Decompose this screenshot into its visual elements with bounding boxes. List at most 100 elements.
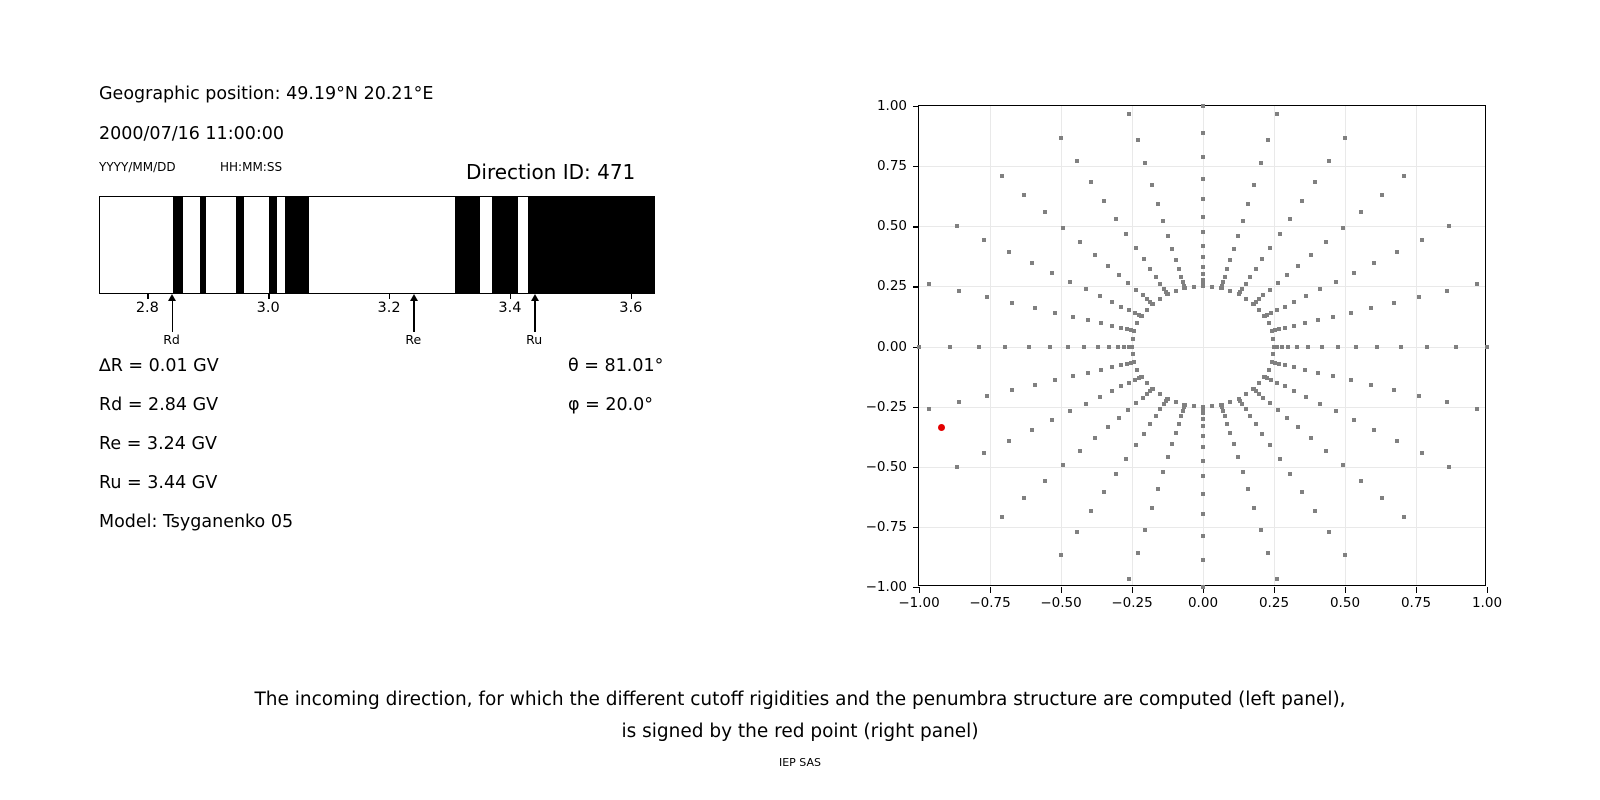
direction-point — [1201, 433, 1205, 438]
direction-point — [1157, 296, 1162, 301]
marker-label: Rd — [163, 332, 180, 347]
direction-point — [1095, 344, 1100, 349]
direction-point — [1201, 214, 1205, 219]
direction-point — [1270, 360, 1275, 365]
y-tick — [913, 166, 919, 168]
direction-point — [1138, 314, 1143, 319]
direction-point — [1148, 388, 1153, 393]
direction-point — [1257, 307, 1262, 312]
direction-point — [1133, 443, 1138, 448]
direction-point — [1261, 293, 1266, 298]
direction-point — [1170, 441, 1175, 446]
direction-point — [1331, 374, 1336, 379]
direction-point — [1335, 344, 1340, 349]
direction-point — [1201, 176, 1205, 181]
direction-point — [1266, 367, 1271, 372]
direction-point — [1042, 210, 1047, 215]
x-tick-label: −0.25 — [1111, 595, 1153, 611]
direction-point — [1277, 456, 1282, 461]
y-tick-label: 0.00 — [876, 338, 907, 355]
gridline-horizontal — [919, 526, 1485, 528]
direction-point — [1324, 240, 1329, 245]
direction-point — [1113, 216, 1118, 221]
direction-point — [1144, 381, 1149, 386]
direction-point — [1256, 297, 1261, 302]
x-tick-label: −0.50 — [1040, 595, 1082, 611]
y-tick-label: −0.50 — [865, 458, 907, 475]
x-tick-label: 0.50 — [1329, 595, 1361, 611]
direction-point — [1283, 363, 1288, 368]
marker-shaft — [413, 298, 415, 332]
direction-point — [1302, 321, 1307, 326]
direction-point — [1140, 293, 1145, 298]
direction-point — [1359, 478, 1364, 483]
direction-point — [1243, 281, 1248, 286]
direction-point — [1446, 224, 1451, 229]
direction-point — [1068, 409, 1073, 414]
direction-point — [1240, 469, 1245, 474]
direction-point — [1379, 193, 1384, 198]
direction-point — [1086, 370, 1091, 375]
direction-point — [1272, 360, 1277, 365]
direction-point — [1124, 361, 1129, 366]
marker-shaft — [171, 298, 173, 332]
direction-point — [1119, 304, 1124, 309]
direction-point — [1059, 136, 1063, 141]
direction-point — [926, 282, 931, 287]
direction-point — [1059, 552, 1063, 557]
arrow-up-icon — [530, 294, 539, 301]
gridline-horizontal — [919, 166, 1485, 168]
direction-point — [1446, 464, 1451, 469]
direction-point — [1105, 425, 1110, 430]
direction-point — [1181, 405, 1186, 410]
direction-point — [1351, 418, 1356, 423]
x-tick — [1274, 587, 1276, 593]
direction-point — [1201, 512, 1205, 517]
direction-point — [1349, 378, 1354, 383]
direction-point — [1392, 387, 1397, 392]
direction-map-panel: −1.00 −0.75 −0.50 −0.25 0.00 0.25 0.50 0.75 1.00… — [865, 98, 1502, 611]
direction-point — [1000, 174, 1005, 179]
direction-point — [1228, 430, 1233, 435]
direction-point — [1201, 534, 1205, 539]
direction-point — [1074, 159, 1079, 164]
penumbra-band — [284, 197, 310, 293]
direction-point — [1158, 281, 1163, 286]
direction-point — [1292, 365, 1297, 370]
direction-point — [1256, 391, 1261, 396]
direction-point — [1244, 296, 1249, 301]
direction-point — [1161, 402, 1166, 407]
direction-point — [1201, 424, 1205, 429]
direction-point — [1180, 408, 1185, 413]
direction-point — [1149, 506, 1154, 511]
direction-point — [1369, 306, 1374, 311]
angle-stat-line: φ = 20.0° — [568, 395, 654, 415]
direction-point — [1173, 400, 1178, 405]
direction-point — [1201, 492, 1205, 497]
penumbra-band — [200, 197, 207, 293]
direction-point — [1201, 558, 1205, 563]
direction-point — [1136, 375, 1141, 380]
direction-point — [1349, 310, 1354, 315]
direction-point — [1082, 344, 1086, 349]
direction-point — [1102, 489, 1107, 494]
direction-point — [1144, 307, 1149, 312]
direction-point — [1158, 407, 1163, 412]
direction-point — [1295, 344, 1300, 349]
direction-point — [1122, 344, 1127, 349]
direction-point — [1201, 283, 1205, 288]
direction-point — [1116, 415, 1121, 420]
direction-point — [1132, 377, 1137, 382]
direction-point — [1191, 404, 1196, 409]
x-tick — [268, 294, 270, 299]
direction-point — [1050, 270, 1055, 275]
direction-point — [1149, 182, 1154, 187]
direction-point — [1141, 257, 1146, 262]
direction-point — [1009, 387, 1014, 392]
direction-point — [926, 406, 931, 411]
direction-point — [1309, 436, 1314, 441]
direction-point — [1263, 314, 1268, 319]
selected-direction-marker[interactable] — [938, 423, 946, 431]
direction-point — [1077, 240, 1082, 245]
direction-point — [1285, 273, 1290, 278]
